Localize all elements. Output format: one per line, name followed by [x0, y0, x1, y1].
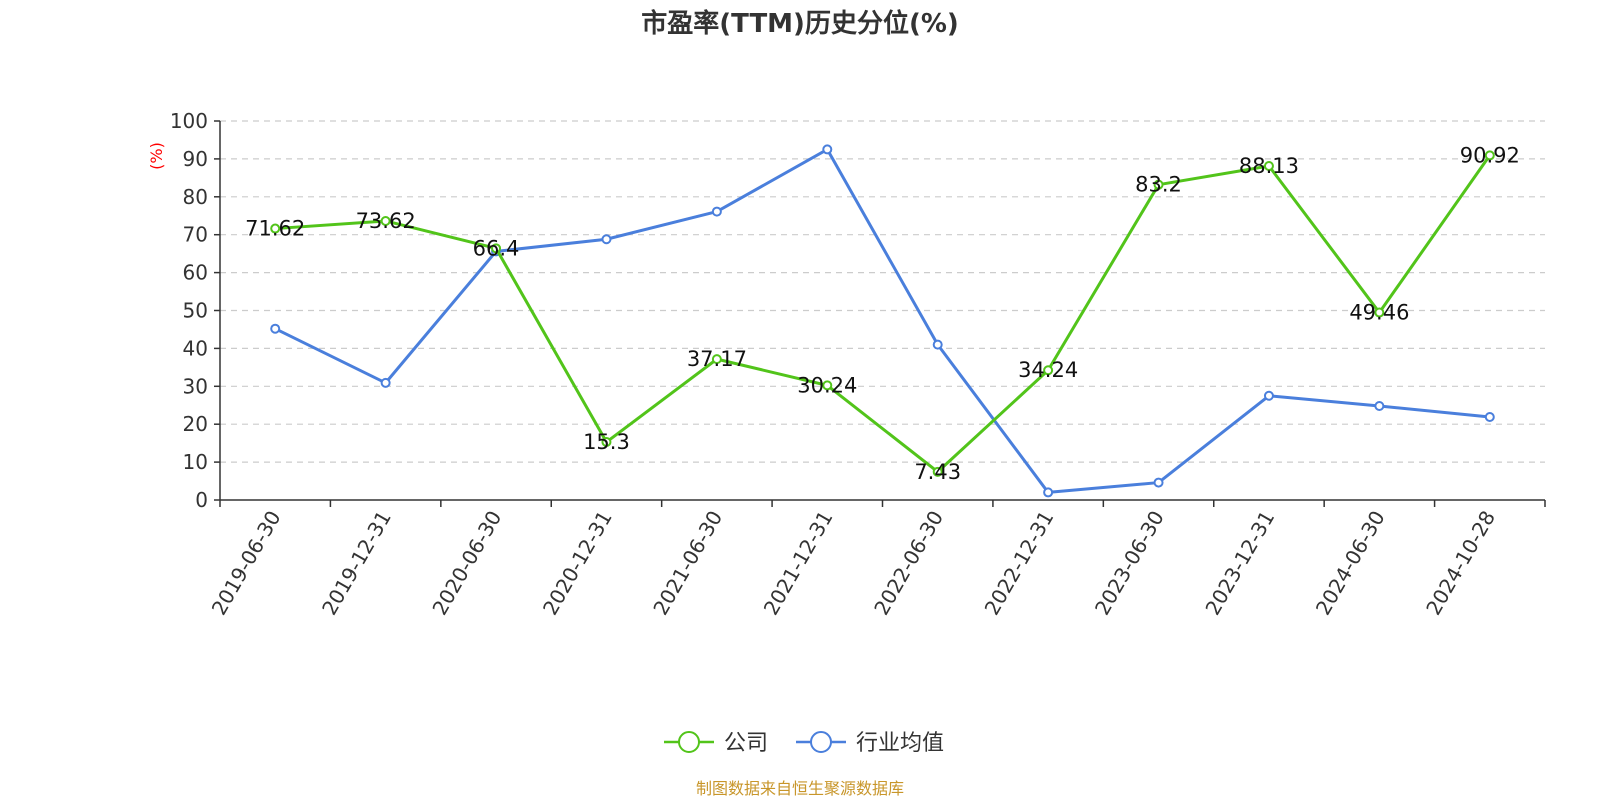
data-point[interactable] — [1374, 307, 1385, 318]
x-axis: 2019-06-30 2019-12-31 2020-06-30 2020-12-31… — [207, 499, 1546, 620]
data-label: 90.92 — [1460, 143, 1520, 167]
legend-circle-icon — [678, 731, 700, 753]
y-tick-label: 50 — [183, 299, 208, 323]
y-tick-label: 40 — [183, 336, 208, 360]
data-point[interactable] — [380, 215, 391, 226]
y-tick-label: 30 — [183, 374, 208, 398]
y-tick-label: 70 — [183, 223, 208, 247]
x-tick-label: 2020-12-31 — [538, 507, 617, 620]
data-point[interactable] — [822, 380, 833, 391]
data-point[interactable] — [1263, 160, 1274, 171]
data-point[interactable] — [1153, 179, 1164, 190]
x-tick-label: 2022-06-30 — [869, 507, 948, 620]
y-tick-label: 60 — [183, 261, 208, 285]
chart-title: 市盈率(TTM)历史分位(%) — [641, 8, 959, 39]
legend[interactable]: 公司 行业均值 — [664, 731, 944, 756]
data-labels: 71.62 73.62 66.4 15.3 37.17 30.24 7.43 34.24 83.… — [245, 143, 1520, 483]
data-point[interactable] — [1043, 487, 1054, 498]
x-tick-label: 2019-12-31 — [317, 507, 396, 620]
legend-item-company[interactable]: 公司 — [664, 731, 768, 756]
data-label: 73.62 — [356, 209, 416, 233]
data-point[interactable] — [601, 234, 612, 245]
legend-item-industry-average[interactable]: 行业均值 — [796, 731, 944, 756]
data-point[interactable] — [380, 377, 391, 388]
data-label: 7.43 — [914, 460, 961, 484]
y-tick-label: 90 — [183, 147, 208, 171]
data-point[interactable] — [1263, 390, 1274, 401]
series-layer — [270, 144, 1495, 498]
y-tick-label: 80 — [183, 185, 208, 209]
data-point[interactable] — [1043, 365, 1054, 376]
grid-lines — [220, 120, 1545, 463]
x-tick-label: 2023-12-31 — [1200, 507, 1279, 620]
data-point[interactable] — [711, 354, 722, 365]
data-point[interactable] — [1484, 411, 1495, 422]
y-axis-unit-label: (%) — [147, 142, 166, 170]
x-tick-label: 2024-10-28 — [1421, 507, 1500, 620]
x-tick-label: 2021-12-31 — [759, 507, 838, 620]
data-label: 66.4 — [473, 236, 520, 260]
x-tick-label: 2020-06-30 — [427, 507, 506, 620]
legend-circle-icon — [810, 731, 832, 753]
series-line — [275, 154, 1492, 474]
x-tick-label: 2023-06-30 — [1090, 507, 1169, 620]
data-point[interactable] — [601, 437, 612, 448]
y-tick-label: 100 — [170, 109, 208, 133]
data-point[interactable] — [822, 144, 833, 155]
source-note: 制图数据来自恒生聚源数据库 — [696, 779, 904, 798]
series-company — [270, 150, 1495, 477]
y-tick-label: 20 — [183, 412, 208, 436]
x-tick-label: 2019-06-30 — [207, 507, 286, 620]
data-point[interactable] — [932, 339, 943, 350]
y-tick-label: 10 — [183, 450, 208, 474]
legend-label: 行业均值 — [856, 731, 944, 756]
data-point[interactable] — [1484, 150, 1495, 161]
x-tick-label: 2024-06-30 — [1311, 507, 1390, 620]
legend-label: 公司 — [724, 731, 768, 756]
x-tick-label: 2022-12-31 — [980, 507, 1059, 620]
y-tick-label: 0 — [195, 488, 208, 512]
data-label: 37.17 — [687, 347, 747, 371]
data-label: 15.3 — [583, 430, 630, 454]
data-point[interactable] — [270, 323, 281, 334]
data-point[interactable] — [270, 223, 281, 234]
data-label: 34.24 — [1018, 358, 1078, 382]
x-tick-label: 2021-06-30 — [648, 507, 727, 620]
data-label: 88.13 — [1239, 154, 1299, 178]
series-line — [274, 147, 1490, 494]
data-point[interactable] — [1153, 477, 1164, 488]
series-industry-average — [270, 144, 1495, 498]
y-axis: 0 10 20 30 40 50 60 70 80 90 100 — [170, 109, 221, 512]
data-point[interactable] — [711, 206, 722, 217]
data-point[interactable] — [1374, 401, 1385, 412]
data-label: 49.46 — [1349, 301, 1409, 325]
data-point[interactable] — [491, 243, 502, 254]
data-label: 30.24 — [797, 373, 857, 397]
data-point[interactable] — [932, 466, 943, 477]
data-label: 71.62 — [245, 217, 305, 241]
data-label: 83.2 — [1135, 173, 1182, 197]
